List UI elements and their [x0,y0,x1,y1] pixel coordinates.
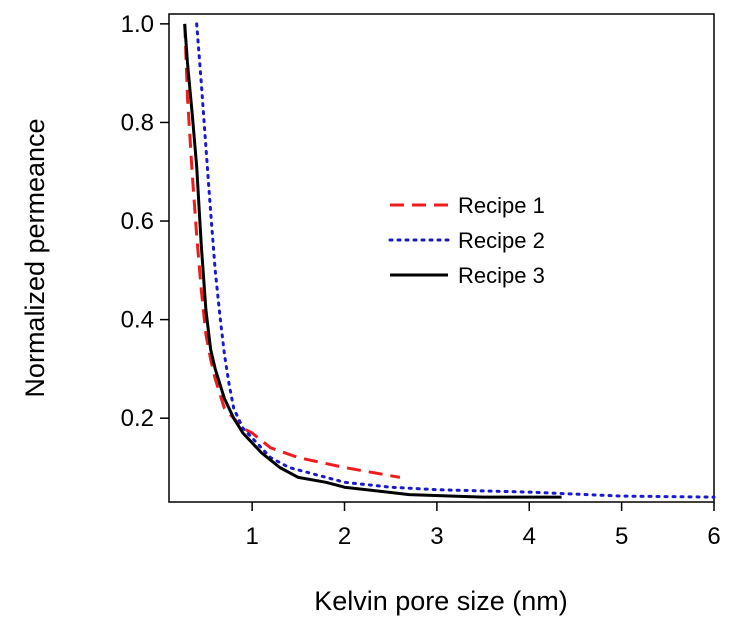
series-line-3 [183,23,562,499]
x-tick-label: 1 [245,523,258,550]
y-tick-label: 0.6 [121,208,154,235]
x-tick-label: 4 [523,523,536,550]
y-tick-label: 0.2 [121,405,154,432]
y-axis-ticks: 0.2 0.4 0.6 0.8 1.0 [121,11,169,432]
series-lines [183,22,716,499]
legend: Recipe 1 Recipe 2 Recipe 3 [388,193,545,288]
series-line-1 [183,23,401,479]
legend-label-3: Recipe 3 [458,263,545,288]
x-tick-label: 2 [338,523,351,550]
x-tick-label: 6 [707,523,720,550]
series-line-2 [195,22,716,499]
y-axis-title: Normalized permeance [20,118,50,397]
x-axis-title: Kelvin pore size (nm) [314,586,568,616]
x-tick-label: 3 [430,523,443,550]
y-tick-label: 0.4 [121,307,154,334]
x-tick-label: 5 [615,523,628,550]
plot-frame [168,13,715,503]
x-axis-ticks: 1 2 3 4 5 6 [245,502,721,550]
legend-label-2: Recipe 2 [458,228,545,253]
y-tick-label: 1.0 [121,11,154,38]
y-tick-label: 0.8 [121,109,154,136]
legend-label-1: Recipe 1 [458,193,545,218]
